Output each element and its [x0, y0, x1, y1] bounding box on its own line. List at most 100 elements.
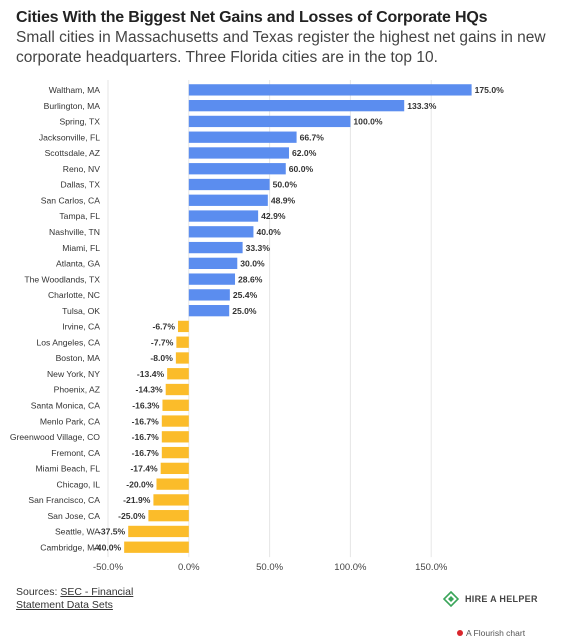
- category-label: Charlotte, NC: [48, 290, 100, 300]
- flourish-credit-label: A Flourish chart: [466, 628, 526, 638]
- bar: [188, 289, 230, 301]
- category-label: Atlanta, GA: [56, 259, 100, 269]
- bar: [188, 131, 297, 143]
- data-label: -16.7%: [132, 448, 160, 458]
- bar-chart: -50.0% 0.0% 50.0% 100.0% 150.0% Waltham, MA 17…: [10, 80, 505, 573]
- data-label: -6.7%: [153, 322, 176, 332]
- category-label: The Woodlands, TX: [24, 274, 100, 284]
- data-label: 100.0%: [353, 117, 383, 127]
- bar: [161, 431, 189, 443]
- x-tick-label: -50.0%: [93, 562, 124, 573]
- bar: [156, 478, 189, 490]
- bar: [188, 257, 238, 270]
- chart-title: Cities With the Biggest Net Gains and Lo…: [16, 9, 488, 26]
- brand-logo-block[interactable]: HIRE A HELPER: [443, 591, 538, 607]
- bar: [124, 541, 189, 553]
- category-label: Boston, MA: [56, 353, 101, 363]
- category-label: Phoenix, AZ: [54, 385, 100, 395]
- category-label: Menlo Park, CA: [40, 416, 100, 426]
- category-label: Nashville, TN: [49, 227, 100, 237]
- bar: [177, 320, 189, 333]
- x-tick-label: 0.0%: [178, 562, 200, 573]
- data-label: 40.0%: [256, 227, 281, 237]
- data-label: 28.6%: [238, 274, 263, 284]
- data-label: -16.7%: [132, 432, 160, 442]
- bar: [128, 525, 189, 538]
- data-label: -8.0%: [150, 353, 173, 363]
- bar: [188, 178, 270, 191]
- bar: [188, 273, 236, 285]
- data-label: 42.9%: [261, 211, 286, 221]
- flourish-logo-icon: [457, 630, 463, 636]
- bar: [188, 84, 472, 96]
- data-label: 50.0%: [273, 180, 298, 190]
- data-label: -21.9%: [123, 495, 151, 505]
- bar: [160, 462, 189, 475]
- data-label: -7.7%: [151, 337, 174, 347]
- data-label: 25.4%: [233, 290, 258, 300]
- data-label: 66.7%: [300, 132, 325, 142]
- category-label: Reno, NV: [63, 164, 101, 174]
- bar: [188, 226, 254, 238]
- category-label: San Carlos, CA: [41, 195, 100, 205]
- category-label: Waltham, MA: [49, 85, 101, 95]
- bar: [153, 494, 189, 506]
- sources-link[interactable]: SEC - Financial Statement Data Sets: [16, 586, 134, 611]
- category-label: San Jose, CA: [47, 511, 100, 521]
- x-tick-label: 150.0%: [415, 562, 448, 573]
- category-label: Dallas, TX: [61, 180, 101, 190]
- category-label: Chicago, IL: [57, 479, 101, 489]
- bar: [176, 336, 189, 348]
- data-label: 33.3%: [246, 243, 271, 253]
- bar: [188, 194, 268, 206]
- brand-name: HIRE A HELPER: [465, 594, 538, 604]
- category-label: Tampa, FL: [59, 211, 100, 221]
- category-label: Cambridge, MA: [40, 542, 100, 552]
- bar: [148, 510, 189, 522]
- bar: [165, 383, 189, 396]
- data-label: -20.0%: [126, 479, 154, 489]
- x-tick-label: 100.0%: [334, 562, 367, 573]
- category-label: Burlington, MA: [44, 101, 101, 111]
- category-label: Los Angeles, CA: [36, 337, 100, 347]
- data-label: 175.0%: [475, 85, 505, 95]
- diamond-logo-icon: [443, 591, 459, 607]
- data-label: -37.5%: [98, 527, 126, 537]
- bar: [175, 352, 189, 364]
- category-label: Jacksonville, FL: [39, 132, 100, 142]
- bar: [188, 241, 243, 254]
- category-label: Scottsdale, AZ: [45, 148, 100, 158]
- flourish-credit[interactable]: A Flourish chart: [457, 628, 525, 638]
- data-label: -16.7%: [132, 416, 160, 426]
- category-label: Santa Monica, CA: [31, 400, 101, 410]
- bar: [188, 115, 351, 128]
- bar: [167, 368, 189, 380]
- data-label: -16.3%: [132, 400, 160, 410]
- data-label: 25.0%: [232, 306, 257, 316]
- bar: [188, 210, 259, 222]
- data-label: -13.4%: [137, 369, 165, 379]
- category-label: Miami, FL: [62, 243, 100, 253]
- bar: [188, 147, 289, 159]
- category-label: Fremont, CA: [51, 448, 100, 458]
- bar: [161, 446, 189, 459]
- chart-subtitle: Small cities in Massachusetts and Texas …: [16, 29, 546, 66]
- x-tick-label: 50.0%: [256, 562, 283, 573]
- data-label: 30.0%: [240, 259, 265, 269]
- category-label: Irvine, CA: [62, 322, 100, 332]
- data-label: 62.0%: [292, 148, 317, 158]
- bar: [188, 163, 286, 175]
- data-label: -25.0%: [118, 511, 146, 521]
- category-label: San Francisco, CA: [28, 495, 100, 505]
- data-label: 133.3%: [407, 101, 437, 111]
- data-label: -14.3%: [135, 385, 163, 395]
- category-label: Seattle, WA: [55, 527, 100, 537]
- category-label: New York, NY: [47, 369, 100, 379]
- data-label: 60.0%: [289, 164, 314, 174]
- bar: [188, 305, 230, 317]
- bar: [162, 399, 189, 411]
- sources-note: Sources: SEC - Financial Statement Data …: [16, 586, 176, 612]
- data-label: 48.9%: [271, 195, 296, 205]
- bar: [188, 100, 405, 112]
- data-label: -40.0%: [94, 542, 122, 552]
